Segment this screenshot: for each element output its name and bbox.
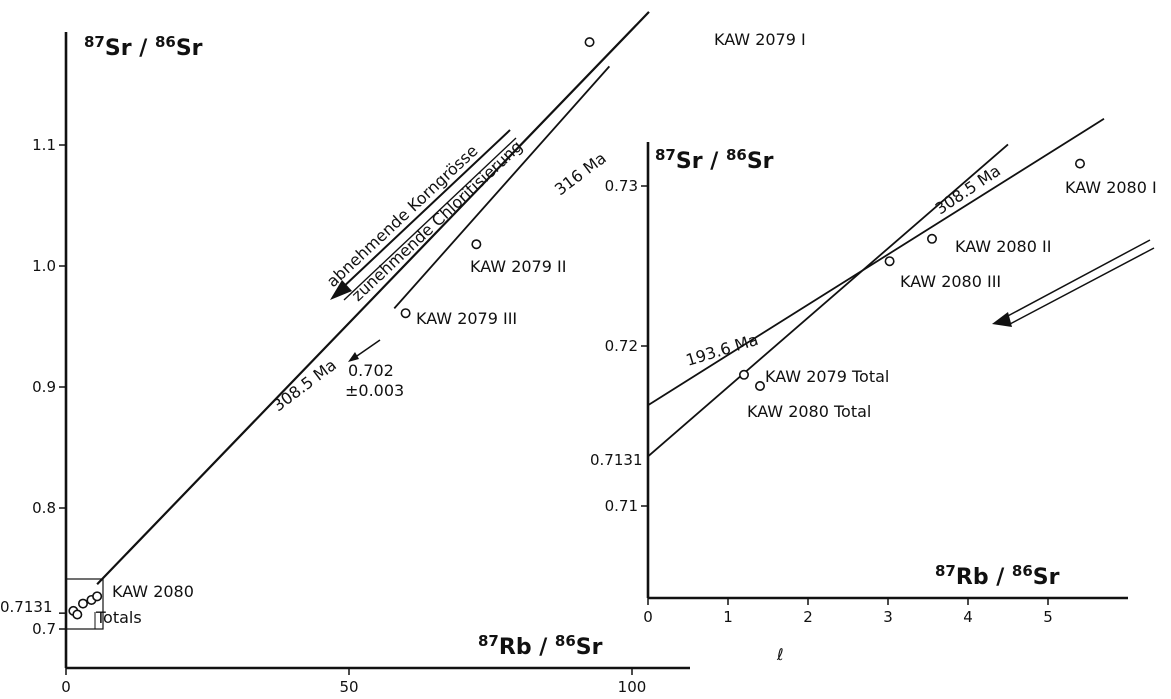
right-data-point <box>754 380 765 391</box>
right-x-tick-label: 5 <box>1043 608 1053 626</box>
inset-isochron-308-5 <box>647 143 1009 458</box>
inset-isochron-193-6 <box>647 118 1105 406</box>
label-kaw-2080-i: KAW 2080 I <box>1065 178 1157 197</box>
right-x-tick-label: 4 <box>963 608 973 626</box>
label-kaw-2080: KAW 2080 <box>112 582 194 601</box>
right-x-tick-label: 0 <box>643 608 653 626</box>
left-x-axis-title: 87Rb / 86Sr <box>478 632 603 660</box>
inset-arrow-head <box>992 312 1012 327</box>
label-kaw-2079-ii: KAW 2079 II <box>470 257 566 276</box>
right-data-point <box>926 233 937 244</box>
label-kaw-2079-total: KAW 2079 Total <box>765 367 889 386</box>
left-data-point <box>72 609 83 620</box>
inset-arrow-line-a <box>1003 239 1151 319</box>
label-308-5-ma: 308.5 Ma <box>269 355 340 415</box>
left-data-point <box>92 591 103 602</box>
right-y-axis-title: 87Sr / 86Sr <box>655 146 774 174</box>
label-kaw-2080-total: KAW 2080 Total <box>747 402 871 421</box>
right-y-tick-label: 0.72 <box>605 337 638 355</box>
right-x-tick-label: 3 <box>883 608 893 626</box>
label-kaw-2080-iii: KAW 2080 III <box>900 272 1001 291</box>
inset-arrow-line-b <box>1009 247 1155 325</box>
right-data-point <box>884 256 895 267</box>
left-y-tick-label: 0.7 <box>32 620 56 638</box>
left-y-tick-label: 1.0 <box>32 257 56 275</box>
left-intercept-label: 0.7131 <box>0 598 53 616</box>
left-x-tick-label: 100 <box>618 678 647 696</box>
scan-mark: ℓ <box>776 645 784 664</box>
left-data-point <box>77 598 88 609</box>
initial-ratio-arrow <box>353 339 381 359</box>
label-inset-308-5-ma: 308.5 Ma <box>932 161 1004 218</box>
label-initial-ratio: 0.702 <box>348 361 394 380</box>
left-x-tick-label: 0 <box>61 678 71 696</box>
left-data-point <box>400 308 411 319</box>
label-initial-error: ±0.003 <box>345 381 404 400</box>
left-x-tick-label: 50 <box>339 678 358 696</box>
right-y-tick-label: 0.73 <box>605 177 638 195</box>
left-data-point <box>471 239 482 250</box>
right-data-point <box>738 369 749 380</box>
label-kaw-2079-iii: KAW 2079 III <box>416 309 517 328</box>
left-y-tick-label: 0.9 <box>32 378 56 396</box>
left-y-tick-label: 0.8 <box>32 499 56 517</box>
left-data-point <box>584 37 595 48</box>
right-x-tick-label: 1 <box>723 608 733 626</box>
label-totals: Totals <box>95 608 142 627</box>
isochron-line-308-5 <box>96 11 650 585</box>
label-chloritisation-trend: zunehmende Chloritisierung <box>348 137 526 305</box>
label-kaw-2080-ii: KAW 2080 II <box>955 237 1051 256</box>
label-316-ma: 316 Ma <box>551 148 610 199</box>
grain-size-arrow-head <box>330 280 352 300</box>
right-x-axis-title: 87Rb / 86Sr <box>935 562 1060 590</box>
right-x-tick-label: 2 <box>803 608 813 626</box>
inset-isochron-chart: 0.71 0.72 0.73 0 1 2 3 4 5 87Sr / 86Sr 87Rb / 8… <box>590 118 1157 626</box>
kaw-2080-cluster-box <box>65 578 104 630</box>
initial-ratio-arrow-head <box>348 352 359 362</box>
right-y-tick-label: 0.71 <box>605 497 638 515</box>
left-y-tick-label: 1.1 <box>32 136 56 154</box>
left-y-axis-title: 87Sr / 86Sr <box>84 33 203 61</box>
right-intercept-label: 0.7131 <box>590 451 643 469</box>
label-kaw-2079-i: KAW 2079 I <box>714 30 806 49</box>
isochron-line-316 <box>393 65 611 309</box>
grain-size-arrow <box>339 129 511 291</box>
right-data-point <box>1075 158 1086 169</box>
label-inset-193-6-ma: 193.6 Ma <box>684 330 761 370</box>
chloritisation-line <box>343 137 517 301</box>
